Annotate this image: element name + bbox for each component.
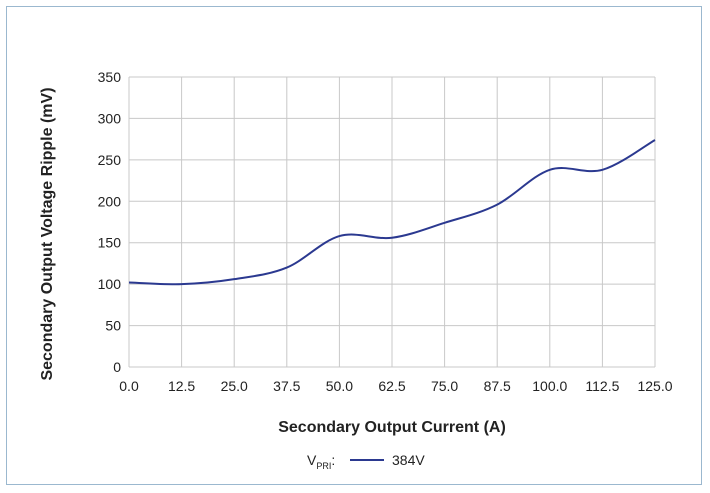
grid-lines <box>128 76 656 368</box>
x-tick-label: 125.0 <box>637 378 672 394</box>
x-tick-label: 0.0 <box>119 378 139 394</box>
y-tick-labels: 0 50 100 150 200 250 300 350 <box>98 69 122 375</box>
x-tick-label: 12.5 <box>168 378 195 394</box>
chart-frame <box>6 6 702 485</box>
legend: VPRI: 384V <box>307 452 425 471</box>
legend-title-subscript: PRI <box>316 461 331 471</box>
x-tick-label: 37.5 <box>273 378 300 394</box>
y-axis-title: Secondary Output Voltage Ripple (mV) <box>39 87 56 380</box>
x-tick-label: 75.0 <box>431 378 458 394</box>
y-tick-label: 300 <box>98 110 122 126</box>
y-tick-label: 100 <box>98 276 122 292</box>
legend-title: VPRI: <box>307 452 335 471</box>
x-axis-title: Secondary Output Current (A) <box>278 419 506 436</box>
x-tick-label: 112.5 <box>585 378 619 394</box>
x-tick-labels: 0.0 12.5 25.0 37.5 50.0 62.5 75.0 87.5 100.0 112.… <box>119 378 672 394</box>
y-tick-label: 0 <box>113 359 121 375</box>
legend-label-384v: 384V <box>392 452 425 468</box>
y-tick-label: 50 <box>105 318 121 334</box>
x-tick-label: 50.0 <box>326 378 353 394</box>
y-tick-label: 350 <box>98 69 122 85</box>
y-tick-label: 200 <box>98 193 122 209</box>
legend-title-main: V <box>307 452 317 468</box>
x-tick-label: 25.0 <box>221 378 248 394</box>
y-tick-label: 150 <box>98 235 122 251</box>
y-tick-label: 250 <box>98 152 122 168</box>
series-line-384v <box>128 139 656 286</box>
x-tick-label: 87.5 <box>484 378 511 394</box>
legend-title-colon: : <box>331 452 335 468</box>
series-lines <box>128 139 656 286</box>
x-tick-label: 62.5 <box>378 378 405 394</box>
x-tick-label: 100.0 <box>532 378 567 394</box>
